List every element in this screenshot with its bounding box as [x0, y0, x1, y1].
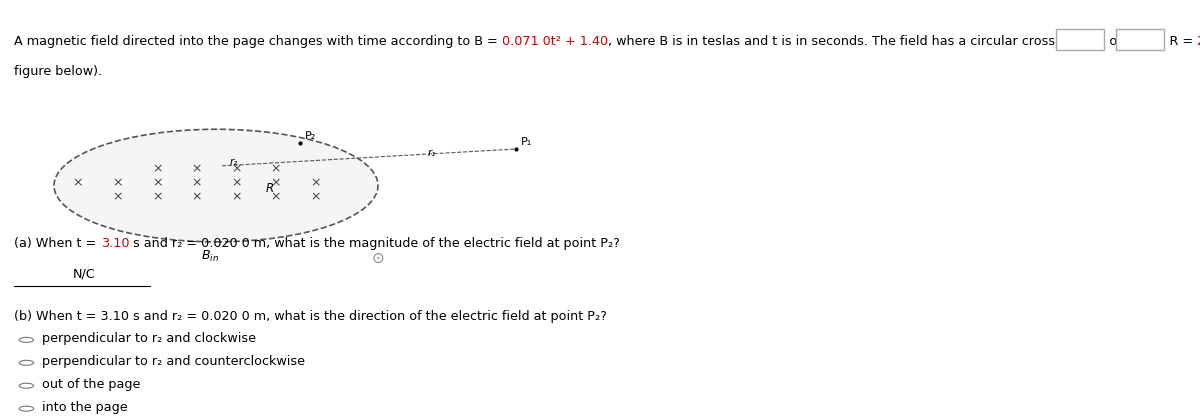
Text: ×: ×: [232, 190, 241, 203]
Text: (b) When t = 3.10 s and r₂ = 0.020 0 m, what is the direction of the electric fi: (b) When t = 3.10 s and r₂ = 0.020 0 m, …: [14, 310, 607, 323]
Text: figure below).: figure below).: [14, 65, 102, 78]
Text: ×: ×: [192, 190, 202, 203]
Text: A magnetic field directed into the page changes with time according to B =: A magnetic field directed into the page …: [14, 35, 502, 48]
Text: perpendicular to r₂ and counterclockwise: perpendicular to r₂ and counterclockwise: [42, 355, 305, 368]
Text: ×: ×: [192, 163, 202, 176]
Text: ×: ×: [271, 163, 281, 176]
FancyBboxPatch shape: [1056, 29, 1104, 50]
Circle shape: [19, 337, 34, 342]
Text: P₁: P₁: [521, 137, 532, 147]
Text: 2.50 cm: 2.50 cm: [1198, 35, 1200, 48]
Circle shape: [19, 383, 34, 388]
Text: ×: ×: [192, 176, 202, 190]
Text: into the page: into the page: [42, 401, 127, 414]
Text: 3.10: 3.10: [101, 237, 130, 250]
Text: ×: ×: [152, 190, 162, 203]
Text: ×: ×: [311, 190, 320, 203]
Text: 0.071 0t² + 1.40: 0.071 0t² + 1.40: [502, 35, 608, 48]
Text: ×: ×: [271, 176, 281, 190]
Text: ×: ×: [113, 190, 122, 203]
Text: (a) When t =: (a) When t =: [14, 237, 101, 250]
Text: s and r₂ = 0.020 0 m, what is the magnitude of the electric field at point P₂?: s and r₂ = 0.020 0 m, what is the magnit…: [130, 237, 620, 250]
Text: ×: ×: [232, 163, 241, 176]
Text: ×: ×: [152, 176, 162, 190]
Text: , where B is in teslas and t is in seconds. The field has a circular cross secti: , where B is in teslas and t is in secon…: [608, 35, 1198, 48]
Circle shape: [54, 129, 378, 242]
Text: ×: ×: [152, 163, 162, 176]
Text: ⊙: ⊙: [372, 251, 384, 266]
Text: ×: ×: [113, 176, 122, 190]
Text: P₂: P₂: [305, 131, 317, 141]
Text: ×: ×: [232, 176, 241, 190]
Text: N/C: N/C: [73, 268, 95, 281]
Text: r₂: r₂: [230, 157, 238, 167]
Circle shape: [19, 360, 34, 365]
Text: ×: ×: [73, 176, 83, 190]
Text: r₁: r₁: [428, 148, 436, 158]
Text: perpendicular to r₂ and clockwise: perpendicular to r₂ and clockwise: [42, 332, 256, 345]
Text: ×: ×: [271, 190, 281, 203]
FancyBboxPatch shape: [1116, 29, 1164, 50]
Text: $B_{in}$: $B_{in}$: [202, 249, 218, 264]
Circle shape: [19, 406, 34, 411]
Text: ×: ×: [311, 176, 320, 190]
Text: R: R: [266, 182, 274, 196]
Text: out of the page: out of the page: [42, 378, 140, 391]
